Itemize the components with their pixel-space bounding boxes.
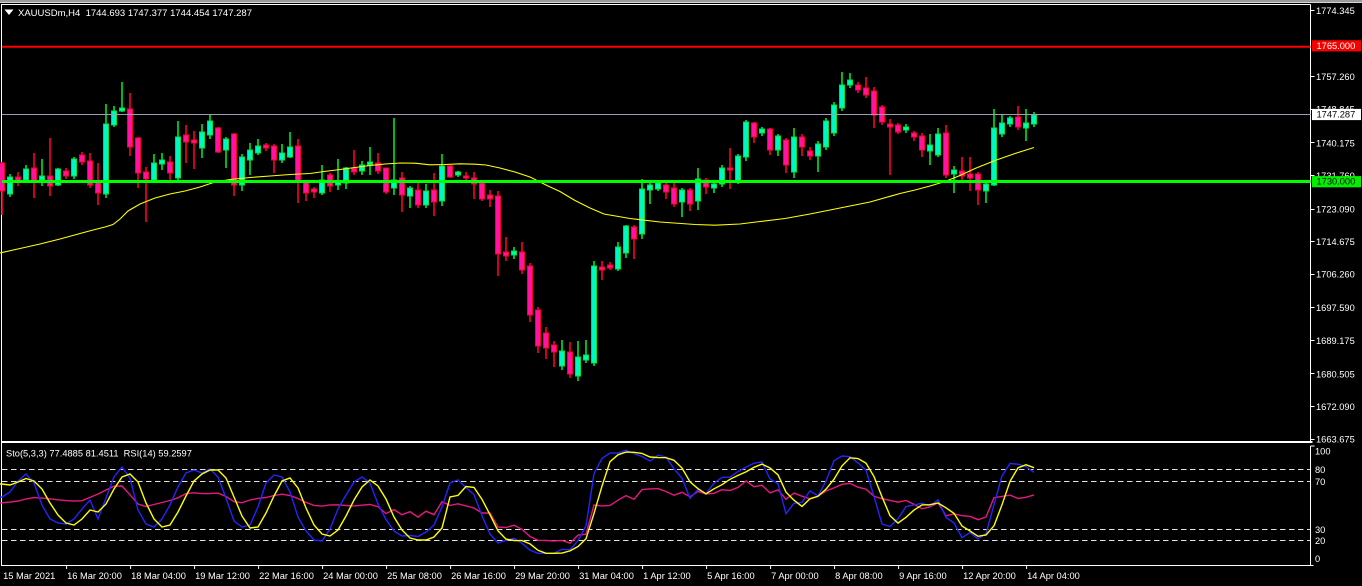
- svg-text:14 Apr 04:00: 14 Apr 04:00: [1027, 571, 1080, 581]
- svg-text:18 Mar 04:00: 18 Mar 04:00: [131, 571, 186, 581]
- svg-text:20: 20: [1315, 536, 1325, 546]
- svg-text:1740.175: 1740.175: [1316, 138, 1355, 148]
- svg-text:9 Apr 16:00: 9 Apr 16:00: [899, 571, 947, 581]
- svg-text:1680.505: 1680.505: [1316, 369, 1355, 379]
- svg-text:1731.760: 1731.760: [1316, 171, 1355, 181]
- svg-text:1714.675: 1714.675: [1316, 237, 1355, 247]
- svg-text:1757.260: 1757.260: [1316, 72, 1355, 82]
- svg-text:16 Mar 20:00: 16 Mar 20:00: [67, 571, 122, 581]
- svg-text:70: 70: [1315, 477, 1325, 487]
- svg-text:1747.287: 1747.287: [1317, 110, 1356, 120]
- svg-text:1730.000: 1730.000: [1317, 177, 1356, 187]
- svg-text:29 Mar 20:00: 29 Mar 20:00: [515, 571, 570, 581]
- svg-text:1774.345: 1774.345: [1316, 6, 1355, 16]
- svg-text:7 Apr 00:00: 7 Apr 00:00: [771, 571, 819, 581]
- svg-text:30: 30: [1315, 525, 1325, 535]
- svg-text:12 Apr 20:00: 12 Apr 20:00: [963, 571, 1016, 581]
- svg-text:Sto(5,3,3) 77.4885 81.4511 RS: Sto(5,3,3) 77.4885 81.4511 RSI(14) 59.25…: [6, 449, 192, 459]
- svg-text:15 Mar 2021: 15 Mar 2021: [3, 571, 55, 581]
- svg-text:1706.260: 1706.260: [1316, 270, 1355, 280]
- svg-text:1697.590: 1697.590: [1316, 303, 1355, 313]
- svg-text:1663.675: 1663.675: [1316, 435, 1355, 445]
- svg-text:31 Mar 04:00: 31 Mar 04:00: [579, 571, 634, 581]
- svg-text:1765.000: 1765.000: [1317, 41, 1356, 51]
- svg-text:19 Mar 12:00: 19 Mar 12:00: [195, 571, 250, 581]
- svg-text:22 Mar 16:00: 22 Mar 16:00: [259, 571, 314, 581]
- svg-text:26 Mar 16:00: 26 Mar 16:00: [451, 571, 506, 581]
- svg-text:5 Apr 16:00: 5 Apr 16:00: [707, 571, 755, 581]
- svg-text:1672.090: 1672.090: [1316, 402, 1355, 412]
- svg-text:1689.175: 1689.175: [1316, 336, 1355, 346]
- svg-text:100: 100: [1315, 447, 1331, 457]
- svg-text:8 Apr 08:00: 8 Apr 08:00: [835, 571, 883, 581]
- svg-text:1 Apr 12:00: 1 Apr 12:00: [643, 571, 691, 581]
- svg-text:0: 0: [1315, 554, 1320, 564]
- svg-text:24 Mar 00:00: 24 Mar 00:00: [323, 571, 378, 581]
- svg-text:25 Mar 08:00: 25 Mar 08:00: [387, 571, 442, 581]
- svg-text:80: 80: [1315, 465, 1325, 475]
- svg-text:XAUUSDm,H4 1744.693 1747.377: XAUUSDm,H4 1744.693 1747.377 1744.454 17…: [18, 8, 252, 19]
- svg-text:1723.090: 1723.090: [1316, 205, 1355, 215]
